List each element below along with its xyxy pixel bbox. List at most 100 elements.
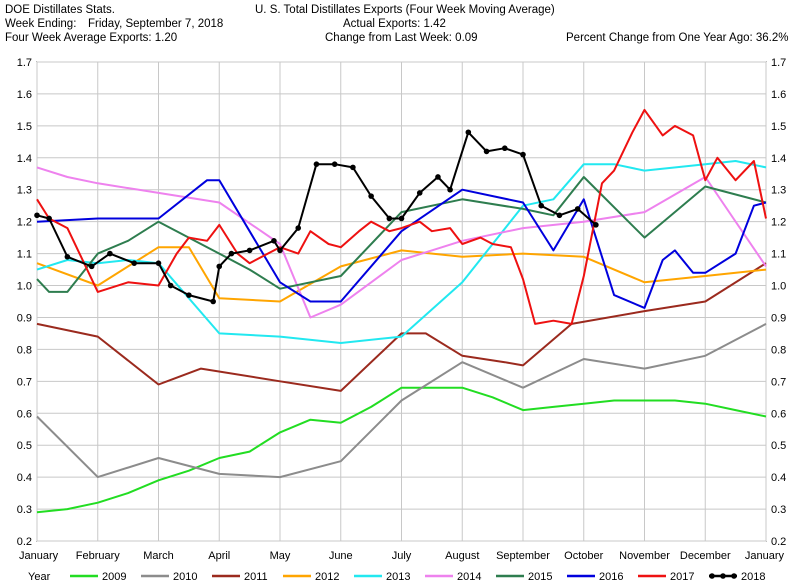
week-ending-value: Friday, September 7, 2018 (88, 18, 224, 30)
data-point-2018 (277, 247, 283, 254)
legend-label-2018: 2018 (741, 571, 765, 583)
week-ending-label: Week Ending: (5, 18, 77, 30)
data-point-2018 (538, 202, 545, 209)
x-tick-label: August (445, 550, 479, 562)
legend-marker-2018 (731, 573, 737, 579)
y-tick-label-right: 0.5 (771, 440, 786, 452)
data-point-2018 (465, 129, 472, 136)
data-point-2018 (216, 263, 223, 270)
y-tick-label-right: 1.5 (771, 121, 786, 133)
series-line-2015 (36, 176, 767, 293)
data-point-2018 (483, 148, 490, 155)
x-tick-label: December (680, 550, 731, 562)
y-tick-label-right: 1.0 (771, 281, 786, 293)
series-line-2011 (36, 262, 767, 392)
series-line-2014 (36, 166, 767, 319)
x-tick-label: March (143, 550, 174, 562)
legend-title: Year (28, 571, 51, 583)
x-tick-label: October (564, 550, 603, 562)
x-tick-label: July (392, 550, 412, 562)
y-tick-label-right: 0.7 (771, 376, 786, 388)
y-tick-label-left: 1.4 (17, 153, 32, 165)
y-tick-label-right: 0.8 (771, 344, 786, 356)
y-tick-label-left: 1.1 (17, 249, 32, 261)
series-line-2017 (36, 108, 767, 325)
data-point-2018 (46, 215, 52, 222)
y-tick-label-right: 0.4 (771, 472, 786, 484)
data-point-2018 (246, 247, 253, 254)
data-point-2018 (313, 161, 320, 167)
chart-title: U. S. Total Distillates Exports (Four We… (255, 4, 555, 16)
y-tick-label-left: 1.5 (17, 121, 32, 133)
y-tick-label-left: 0.9 (17, 312, 32, 324)
percent-change-year-ago: Percent Change from One Year Ago: 36.2% (566, 32, 789, 44)
y-tick-label-left: 0.7 (17, 376, 32, 388)
series-line-2012 (36, 246, 767, 303)
y-tick-label-left: 0.5 (17, 440, 32, 452)
axis-ticks: 0.2 0.2 0.3 0.3 0.4 0.4 0.5 0.5 0.6 0.6 0.7 0.7 0.8 0… (17, 57, 787, 562)
x-tick-label: February (76, 550, 121, 562)
y-tick-label-left: 1.6 (17, 89, 32, 101)
y-tick-label-right: 1.7 (771, 57, 786, 69)
data-point-2018 (88, 263, 95, 270)
series-line-2010 (36, 323, 767, 479)
y-tick-label-right: 0.6 (771, 408, 786, 420)
legend-label-2012: 2012 (315, 571, 339, 583)
actual-exports: Actual Exports: 1.42 (343, 18, 446, 30)
y-tick-label-right: 1.1 (771, 249, 786, 261)
y-tick-label-left: 0.6 (17, 408, 32, 420)
data-point-2018 (271, 238, 277, 244)
data-point-2018 (398, 215, 405, 222)
y-tick-label-right: 1.6 (771, 89, 786, 101)
y-tick-label-right: 0.2 (771, 536, 786, 548)
data-point-2018 (167, 282, 174, 289)
x-tick-label: May (270, 550, 291, 562)
data-point-2018 (447, 186, 453, 193)
data-point-2018 (228, 250, 235, 257)
data-point-2018 (593, 222, 599, 228)
data-point-2018 (186, 292, 192, 298)
doe-stats-label: DOE Distillates Stats. (5, 4, 115, 16)
series-lines (34, 108, 767, 514)
data-point-2018 (155, 260, 162, 266)
data-point-2018 (34, 212, 40, 219)
legend-label-2011: 2011 (244, 571, 268, 583)
change-from-last-week: Change from Last Week: 0.09 (325, 32, 478, 44)
data-point-2018 (416, 190, 423, 196)
legend-label-2010: 2010 (173, 571, 197, 583)
data-point-2018 (295, 225, 302, 231)
legend-label-2017: 2017 (670, 571, 694, 583)
grid (36, 61, 767, 542)
y-tick-label-left: 1.7 (17, 57, 32, 69)
x-tick-label: November (619, 550, 670, 562)
legend-label-2015: 2015 (528, 571, 552, 583)
series-line-2013 (36, 160, 767, 344)
y-tick-label-right: 1.3 (771, 185, 786, 197)
y-tick-label-left: 1.2 (17, 217, 32, 229)
data-point-2018 (350, 164, 356, 171)
legend-label-2009: 2009 (102, 571, 126, 583)
legend-label-2016: 2016 (599, 571, 623, 583)
y-tick-label-left: 0.2 (17, 536, 32, 548)
y-tick-label-right: 1.4 (771, 153, 786, 165)
x-tick-label: April (208, 550, 230, 562)
y-tick-label-left: 0.3 (17, 504, 32, 516)
legend-marker-2018 (720, 573, 726, 579)
data-point-2018 (501, 145, 508, 152)
x-tick-label: January (19, 550, 59, 562)
legend-label-2013: 2013 (386, 571, 410, 583)
data-point-2018 (331, 161, 338, 167)
x-tick-label: September (496, 550, 550, 562)
data-point-2018 (107, 250, 113, 257)
legend: Year 2009 2010 2011 2012 2013 2014 2015 2016 2017… (28, 571, 765, 583)
x-tick-label: June (329, 550, 353, 562)
legend-label-2014: 2014 (457, 571, 481, 583)
data-point-2018 (556, 212, 563, 219)
data-point-2018 (64, 253, 71, 260)
y-tick-label-right: 0.9 (771, 312, 786, 324)
y-tick-label-left: 0.8 (17, 344, 32, 356)
y-tick-label-left: 1.0 (17, 281, 32, 293)
y-tick-label-left: 0.4 (17, 472, 32, 484)
